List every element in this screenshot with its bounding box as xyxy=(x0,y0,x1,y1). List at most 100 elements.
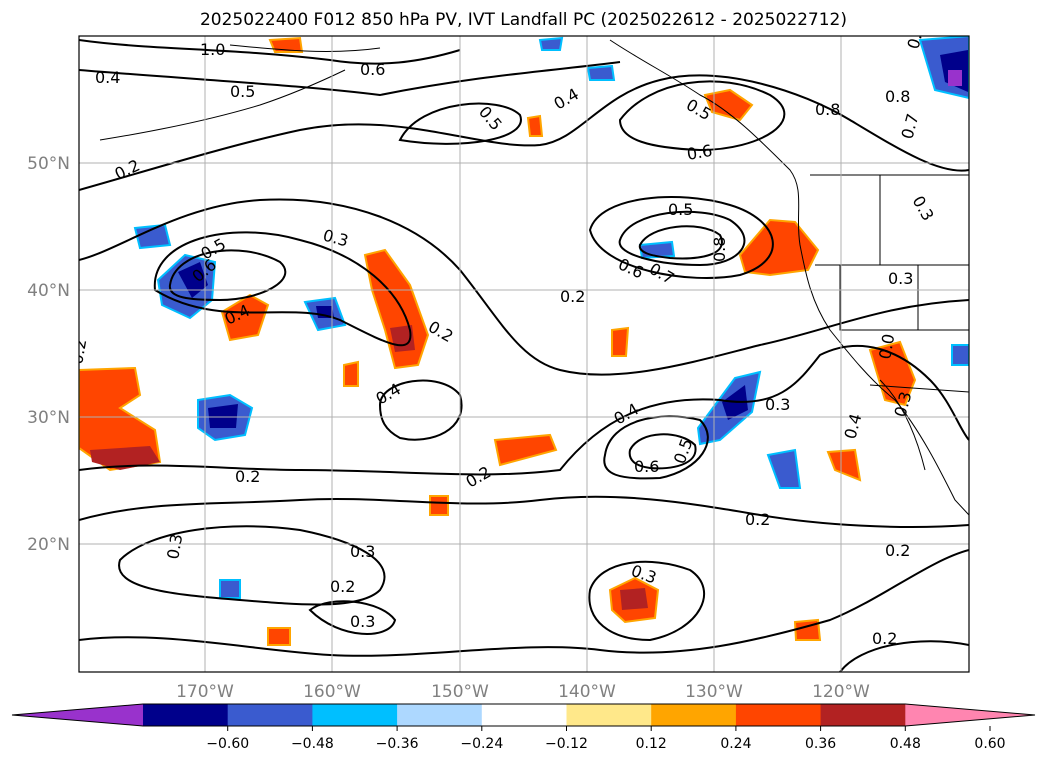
colorbar-segment xyxy=(397,704,483,726)
contour-label: 0.2 xyxy=(885,541,910,560)
lon-labels: 170°W 160°W 150°W 140°W 130°W 120°W xyxy=(176,682,870,702)
lon-label: 120°W xyxy=(812,682,870,702)
pv-negative-small xyxy=(133,223,172,250)
ivt-contours xyxy=(79,39,969,672)
map-title: 2025022400 F012 850 hPa PV, IVT Landfall… xyxy=(199,10,847,30)
pv-negative-area xyxy=(766,448,802,489)
lon-label: 150°W xyxy=(431,682,489,702)
pv-positive-area xyxy=(703,88,754,122)
lat-label: 30°N xyxy=(27,408,70,428)
contour-line xyxy=(398,102,522,145)
contour-line xyxy=(79,495,969,528)
colorbar-tick-label: −0.24 xyxy=(460,736,503,752)
border xyxy=(839,265,969,331)
pv-positive-small xyxy=(611,326,630,357)
contour-label: 0.2 xyxy=(560,287,585,306)
colorbar-segment xyxy=(312,704,398,726)
pv-extreme-core xyxy=(948,70,962,86)
pv-negative-small xyxy=(219,579,241,599)
lat-label: 40°N xyxy=(27,281,70,301)
contour-label: 0.6 xyxy=(360,60,385,79)
pv-positive-small xyxy=(268,36,304,53)
colorbar-extend-high xyxy=(905,704,1035,726)
colorbar-segment xyxy=(481,704,567,726)
lat-labels: 50°N 40°N 30°N 20°N xyxy=(27,154,70,555)
pv-positive-core xyxy=(620,588,648,610)
lon-label: 170°W xyxy=(176,682,234,702)
coastline xyxy=(879,379,926,471)
colorbar-tick-label: −0.36 xyxy=(376,736,419,752)
contour-label: 0.8 xyxy=(710,237,729,262)
pv-positive-area xyxy=(493,433,558,467)
colorbar-extend-low xyxy=(12,704,143,726)
contour-line xyxy=(118,525,386,606)
contour-label: 1.0 xyxy=(200,40,225,59)
contour-label: 0.2 xyxy=(330,577,355,596)
contour-line xyxy=(378,379,463,441)
contour-label: 0.8 xyxy=(815,100,840,119)
contour-label: 0.5 xyxy=(230,82,255,101)
contour-label: 0.3 xyxy=(350,542,375,561)
contour-line xyxy=(79,74,969,191)
colorbar-outline xyxy=(11,703,1036,727)
contour-label: 0.3 xyxy=(765,395,790,414)
colorbar-segment xyxy=(227,704,313,726)
coastline xyxy=(99,69,346,141)
contour-label: 0.2 xyxy=(745,510,770,529)
contour-label: 0.6 xyxy=(685,141,713,164)
pv-positive-small xyxy=(526,114,544,137)
pv-positive-small xyxy=(267,627,291,646)
pv-positive-area xyxy=(868,340,917,407)
coastline xyxy=(609,39,969,516)
colorbar-tick-label: 0.60 xyxy=(974,736,1005,752)
pv-positive-small xyxy=(343,360,359,387)
contour-line xyxy=(618,210,746,267)
colorbar-segment xyxy=(651,704,737,726)
lon-label: 130°W xyxy=(685,682,743,702)
contour-line xyxy=(79,39,461,65)
contour-label: 0.3 xyxy=(904,22,929,52)
contour-line xyxy=(79,549,969,657)
pv-positive-small xyxy=(826,448,862,482)
colorbar-tick-label: −0.60 xyxy=(206,736,249,752)
pv-positive-area xyxy=(79,366,162,472)
pv-shading xyxy=(79,36,969,646)
coastlines xyxy=(99,39,969,516)
pv-positive-core xyxy=(90,446,160,470)
border xyxy=(869,384,969,393)
colorbar-segment xyxy=(735,704,822,726)
contour-label: 0.4 xyxy=(95,68,120,87)
contour-label: 0.6 xyxy=(634,457,659,476)
colorbar-tick-label: 0.12 xyxy=(636,736,667,752)
lat-label: 50°N xyxy=(27,154,70,174)
contour-line xyxy=(308,600,397,635)
pv-negative-small xyxy=(951,344,969,366)
contour-label: 0.2 xyxy=(872,629,897,648)
contour-label: 0.3 xyxy=(888,269,913,288)
contour-line xyxy=(588,560,706,642)
contour-label: 0.2 xyxy=(235,467,260,486)
colorbar-segment xyxy=(143,704,229,726)
lon-label: 160°W xyxy=(303,682,361,702)
contour-line xyxy=(618,80,786,152)
contour-line xyxy=(79,198,969,376)
map-area: 1.0 0.4 0.5 0.6 0.5 0.4 0.2 0.3 0.5 0.6 … xyxy=(67,22,969,672)
colorbar-tick-label: −0.12 xyxy=(545,736,588,752)
pv-positive-small xyxy=(429,495,449,516)
contour-label: 0.3 xyxy=(350,612,375,631)
colorbar-tick-label: 0.36 xyxy=(805,736,836,752)
contour-line xyxy=(79,344,969,476)
contour-label: 0.5 xyxy=(668,200,693,219)
contour-line xyxy=(628,433,697,470)
contour-line xyxy=(588,196,774,279)
contour-line xyxy=(839,640,969,672)
contour-line xyxy=(153,231,412,347)
contour-label: 0.8 xyxy=(885,87,910,106)
lon-label: 140°W xyxy=(558,682,616,702)
contour-line xyxy=(168,249,287,302)
pv-negative-core xyxy=(178,262,208,298)
pv-negative-core xyxy=(208,404,238,428)
map-frame xyxy=(78,35,970,673)
lat-label: 20°N xyxy=(27,535,70,555)
contour-label: 0.2 xyxy=(67,337,90,365)
